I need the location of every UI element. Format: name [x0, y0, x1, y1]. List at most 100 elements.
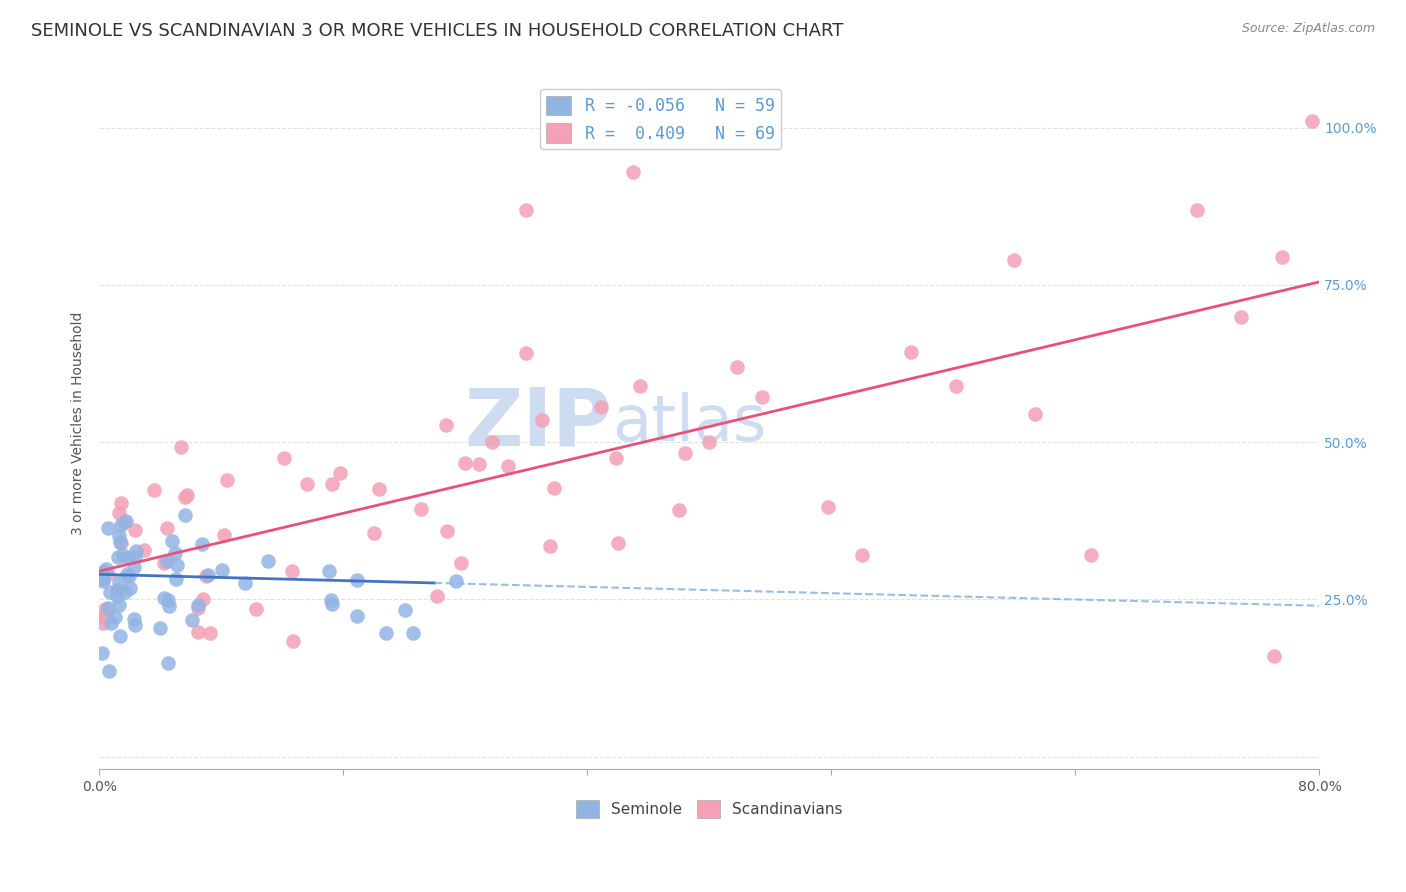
Point — [394, 602, 416, 616]
Point — [1187, 202, 1209, 217]
Point — [125, 544, 148, 558]
Point — [90, 646, 112, 660]
Point — [107, 575, 129, 590]
Point — [591, 401, 613, 415]
Text: atlas: atlas — [612, 392, 766, 454]
Point — [281, 634, 304, 648]
Point — [94, 562, 117, 576]
Point — [181, 613, 204, 627]
Point — [118, 569, 141, 583]
Point — [200, 626, 222, 640]
Point — [157, 657, 180, 671]
Point — [97, 567, 120, 582]
Point — [124, 618, 146, 632]
Point — [1301, 114, 1323, 128]
Point — [91, 574, 114, 588]
Point — [114, 514, 136, 528]
Point — [621, 165, 644, 179]
Text: Source: ZipAtlas.com: Source: ZipAtlas.com — [1241, 22, 1375, 36]
Point — [187, 625, 209, 640]
Point — [110, 629, 132, 643]
Point — [94, 602, 117, 616]
Point — [273, 451, 295, 466]
Point — [110, 496, 132, 510]
Point — [257, 554, 280, 568]
Point — [93, 565, 115, 579]
Point — [117, 550, 139, 565]
Point — [111, 548, 134, 562]
Point — [211, 563, 233, 577]
Text: ZIP: ZIP — [464, 384, 612, 462]
Point — [160, 533, 183, 548]
Point — [319, 593, 342, 607]
Point — [321, 477, 343, 491]
Point — [195, 569, 218, 583]
Point — [673, 446, 696, 460]
Point — [124, 550, 146, 565]
Point — [122, 559, 145, 574]
Point — [530, 413, 553, 427]
Point — [481, 435, 503, 450]
Point — [170, 440, 193, 454]
Point — [543, 482, 565, 496]
Point — [153, 556, 176, 570]
Point — [191, 592, 214, 607]
Point — [115, 566, 138, 581]
Point — [156, 592, 179, 607]
Point — [190, 537, 212, 551]
Point — [496, 458, 519, 473]
Point — [245, 602, 267, 616]
Point — [90, 610, 112, 624]
Point — [105, 583, 128, 598]
Point — [187, 601, 209, 615]
Point — [1080, 549, 1102, 563]
Point — [100, 584, 122, 599]
Point — [114, 515, 136, 529]
Point — [725, 359, 748, 374]
Point — [467, 457, 489, 471]
Point — [120, 581, 142, 595]
Point — [149, 621, 172, 635]
Point — [108, 529, 131, 543]
Y-axis label: 3 or more Vehicles in Household: 3 or more Vehicles in Household — [72, 311, 86, 535]
Point — [280, 564, 302, 578]
Point — [108, 598, 131, 612]
Point — [100, 615, 122, 630]
Point — [538, 539, 561, 553]
Point — [851, 549, 873, 563]
Point — [176, 488, 198, 502]
Point — [425, 589, 447, 603]
Point — [318, 565, 340, 579]
Point — [187, 598, 209, 612]
Point — [515, 202, 537, 217]
Point — [110, 535, 132, 549]
Point — [97, 521, 120, 535]
Legend: Seminole, Scandinavians: Seminole, Scandinavians — [569, 794, 849, 824]
Point — [97, 600, 120, 615]
Point — [945, 379, 967, 393]
Point — [697, 435, 720, 450]
Point — [134, 542, 156, 557]
Point — [817, 500, 839, 514]
Point — [233, 576, 256, 591]
Point — [166, 558, 188, 573]
Point — [450, 556, 472, 570]
Point — [157, 599, 180, 614]
Point — [402, 625, 425, 640]
Point — [93, 616, 115, 631]
Point — [436, 524, 458, 538]
Point — [444, 574, 467, 588]
Point — [107, 506, 129, 520]
Point — [374, 625, 396, 640]
Point — [156, 554, 179, 568]
Point — [217, 473, 239, 487]
Point — [197, 568, 219, 582]
Point — [108, 535, 131, 549]
Point — [605, 451, 627, 466]
Point — [434, 417, 457, 432]
Point — [107, 549, 129, 564]
Point — [363, 526, 385, 541]
Point — [98, 664, 121, 678]
Point — [454, 456, 477, 470]
Point — [105, 589, 128, 603]
